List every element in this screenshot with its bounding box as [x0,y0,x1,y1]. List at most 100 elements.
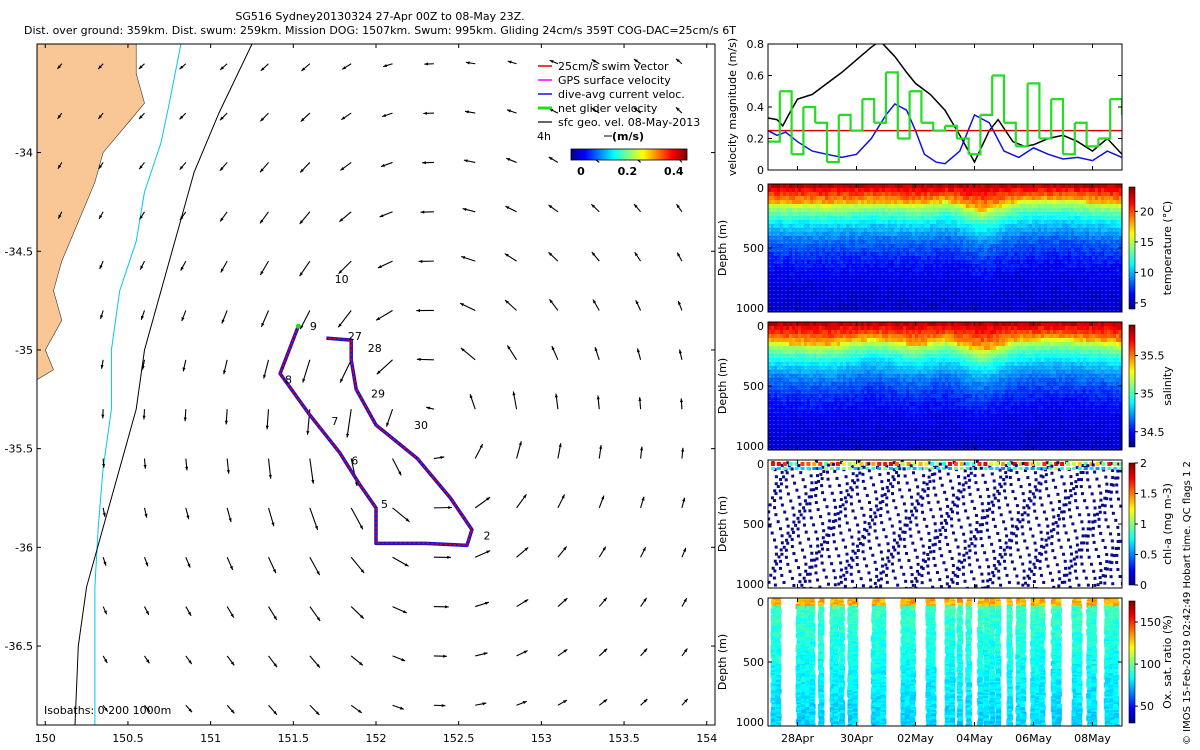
velocity-vector [590,203,600,213]
velocity-vector [185,655,193,665]
velocity-vector [185,704,193,713]
velocity-vector [598,648,608,657]
velocity-vector [548,251,559,262]
velocity-vector [675,58,683,65]
velocity-vector [505,205,517,213]
velocity-vector [97,63,104,70]
legend-label: net glider velocity [558,102,658,115]
legend-entry-sfc: sfc geo. vel. 08-May-2013 [538,116,700,129]
velocity-vector [416,357,434,361]
velocity-vector [679,398,684,410]
velocity-vector [138,112,145,120]
velocity-vector [681,648,688,657]
colorbar-tick-label: 0.2 [618,165,638,178]
velocity-vector [598,546,607,558]
velocity-vector [392,655,406,662]
y-tick-label: 0 [757,164,764,177]
velocity-series-net [768,71,1122,164]
y-tick-label: -36.5 [5,640,33,653]
x-tick-label: 150 [35,732,56,745]
section-colorbar [1128,600,1136,724]
velocity-vector [640,496,645,509]
velocity-vector [100,310,104,320]
velocity-vector [594,347,600,361]
velocity-vector [474,550,491,558]
velocity-vector [475,652,488,657]
velocity-vector [350,655,364,666]
velocity-vector [346,409,352,438]
map-x-axis: 150 150.5 151 151.5 152 152.5 153 153.5 154 [35,44,717,745]
time-axis: 28Apr 30Apr 02May 04May 06May 08May [781,44,1111,745]
velocity-vector [179,211,187,221]
velocity-vector [219,162,228,172]
velocity-vector [548,156,559,163]
velocity-vector [591,251,600,262]
legend-entry-swim: 25cm/s swim vector [538,60,669,73]
track-day-label: 28 [368,342,382,355]
velocity-vector [259,112,269,122]
velocity-vector [102,606,108,615]
velocity-vector [381,112,393,118]
velocity-vector [640,546,647,558]
y-tick-label: 0 [757,458,764,471]
velocity-vector [433,605,449,609]
velocity-vector [309,556,321,576]
track-day-labels: 10 9 27 28 8 29 7 30 6 5 2 [285,273,490,543]
velocity-vector [341,63,352,70]
velocity-vector [299,162,311,173]
section-data [768,322,1122,450]
velocity-vector [475,702,487,706]
velocity-vector [633,203,642,213]
velocity-vector [392,704,405,710]
velocity-vector [143,507,148,518]
oxygen-panel: 0 500 1000 Depth (m) 50 100 150 Ox. sat. ratio … [716,596,1174,729]
y-tick-label: -35 [15,344,33,357]
velocity-vector [392,458,402,476]
velocity-vector [433,506,452,510]
section-ylabel: Depth (m) [716,358,729,414]
colorbar-tick-label: 10 [1140,266,1154,279]
velocity-vector [463,159,476,163]
velocity-vector [143,606,150,616]
velocity-vector [309,458,315,484]
velocity-vector [639,446,644,459]
section-ylabel: Depth (m) [716,634,729,690]
velocity-vector [341,112,352,121]
y-tick-label: 0 [757,182,764,195]
speed-colorbar-ticks: 0 0.2 0.4 [577,165,684,178]
velocity-vector [598,444,603,459]
velocity-vector [299,310,311,330]
velocity-vector [57,162,63,170]
velocity-vector [516,700,527,706]
velocity-vector [220,260,228,273]
velocity-vector [179,63,187,70]
track-day-label: 30 [414,419,428,432]
velocity-vector [100,359,104,369]
velocity-vector [268,606,278,621]
velocity-vector [549,298,559,311]
velocity-vector [102,507,106,517]
velocity-vector [474,443,484,459]
y-tick-label: 0.8 [747,38,765,51]
velocity-vector [426,406,435,410]
time-tick-label: 28Apr [781,732,815,745]
velocity-vector [557,597,568,607]
y-tick-label: 500 [743,380,764,393]
velocity-vector [309,507,319,530]
map-y-axis: -34 -34.5 -35 -35.5 -36 -36.5 [5,147,715,653]
velocity-vector [219,112,228,121]
section-colorbar [1128,324,1136,448]
velocity-vector [640,698,648,706]
velocity-vector [433,455,445,460]
velocity-vector [180,260,187,271]
land-area [37,44,145,725]
velocity-vector [433,555,451,559]
velocity-lines [768,44,1122,165]
velocity-vector [309,704,320,716]
velocity-vector [504,253,517,262]
velocity-vector [433,703,446,708]
colorbar-tick-label: 1.5 [1140,488,1158,501]
velocity-vector [418,259,434,263]
velocity-vector [226,655,235,666]
chlorophyll-panel: 0 500 1000 Depth (m) 0 0.5 1 1.5 2 chl-a (mg m-3) [716,457,1174,592]
